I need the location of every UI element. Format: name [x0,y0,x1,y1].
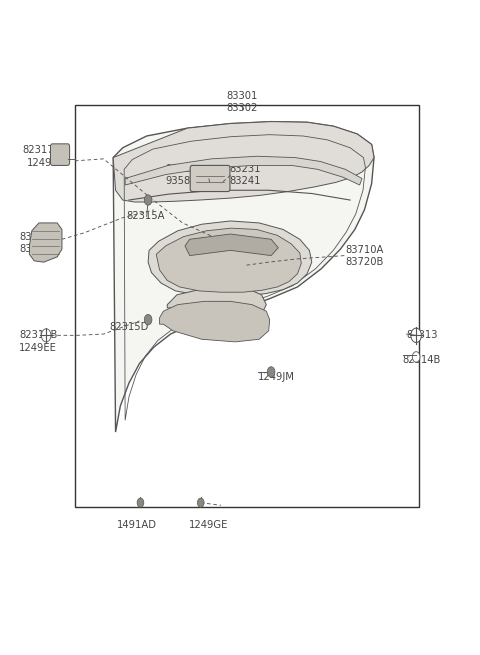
Circle shape [41,329,51,342]
Circle shape [137,498,144,507]
Polygon shape [113,122,374,202]
Polygon shape [185,234,278,255]
Polygon shape [113,122,374,432]
Text: 83393A: 83393A [19,244,57,254]
Circle shape [144,195,152,205]
Text: 82313: 82313 [407,330,438,341]
Text: 1491AD: 1491AD [117,520,157,530]
Circle shape [412,352,420,362]
Polygon shape [29,223,62,262]
Polygon shape [148,221,312,296]
Text: 83720B: 83720B [345,257,384,267]
Text: 93580L: 93580L [166,176,203,186]
Polygon shape [125,157,362,185]
Polygon shape [156,228,301,292]
Text: 1249EE: 1249EE [19,343,57,354]
Text: 83394A: 83394A [19,233,57,242]
Text: 1249GE: 1249GE [27,158,66,168]
Text: 82317D: 82317D [22,145,61,155]
Text: 83241: 83241 [229,176,261,186]
Text: 83710A: 83710A [345,246,384,255]
Circle shape [411,328,421,343]
Text: 83231: 83231 [229,164,261,174]
Text: 1249GE: 1249GE [189,520,228,530]
Circle shape [144,314,152,325]
Text: 82315D: 82315D [110,322,149,333]
Text: 83301
83302: 83301 83302 [227,91,258,113]
FancyBboxPatch shape [50,144,70,166]
Circle shape [267,367,275,377]
Polygon shape [167,288,266,321]
Text: 93580R: 93580R [166,164,204,174]
Text: 82315A: 82315A [126,212,165,221]
FancyBboxPatch shape [190,166,230,191]
Bar [75,105,420,507]
Text: 82314B: 82314B [19,330,57,341]
Text: 82314B: 82314B [403,355,441,365]
Circle shape [197,498,204,507]
Text: 1249JM: 1249JM [258,371,295,381]
Polygon shape [159,301,270,342]
